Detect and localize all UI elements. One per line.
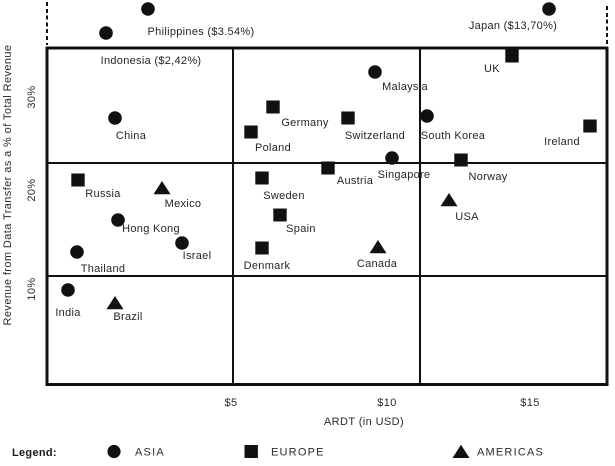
point-russia <box>71 173 85 187</box>
legend-europe-square-icon <box>244 445 258 458</box>
point-spain <box>273 208 287 222</box>
point-label-canada: Canada <box>357 258 398 270</box>
point-label-ireland: Ireland <box>544 136 580 148</box>
point-label-denmark: Denmark <box>244 260 291 272</box>
legend-item-europe: EUROPE <box>271 447 325 459</box>
y-tick-10-: 10% <box>26 277 38 300</box>
legend-item-asia: ASIA <box>135 447 165 459</box>
point-south-korea <box>420 109 434 123</box>
point-india <box>61 283 75 297</box>
y-tick-20-: 20% <box>26 178 38 201</box>
point-uk <box>505 49 519 63</box>
point-label-usa: USA <box>455 211 479 223</box>
point-label-israel: Israel <box>183 250 212 262</box>
point-hong-kong <box>111 213 125 227</box>
point-label-germany: Germany <box>281 117 329 129</box>
data-points: Philippines ($3.54%) Indonesia ($2,42%) Ja… <box>55 2 597 323</box>
point-malaysia <box>368 65 382 79</box>
point-poland <box>244 125 258 139</box>
point-brazil <box>106 296 124 310</box>
legend: Legend: ASIA EUROPE AMERICAS <box>12 444 544 459</box>
point-label-malaysia: Malaysia <box>382 81 428 93</box>
point-thailand <box>70 245 84 259</box>
legend-title: Legend: <box>12 447 57 459</box>
point-label-switzerland: Switzerland <box>345 130 405 142</box>
point-label-philippines: Philippines ($3.54%) <box>148 26 255 38</box>
point-label-poland: Poland <box>255 142 291 154</box>
point-label-south-korea: South Korea <box>421 130 486 142</box>
y-axis-title: Revenue from Data Transfer as a % of Tot… <box>2 45 14 326</box>
point-sweden <box>255 171 269 185</box>
x-axis-title: ARDT (in USD) <box>324 416 404 428</box>
point-singapore <box>385 151 399 165</box>
point-japan <box>542 2 556 16</box>
point-label-sweden: Sweden <box>263 190 305 202</box>
point-label-spain: Spain <box>286 223 316 235</box>
point-usa <box>440 193 458 207</box>
point-label-thailand: Thailand <box>81 263 126 275</box>
point-indonesia <box>99 26 113 40</box>
point-label-china: China <box>116 130 147 142</box>
point-canada <box>369 240 387 254</box>
point-ireland <box>583 119 597 133</box>
point-label-uk: UK <box>484 63 500 75</box>
point-austria <box>321 161 335 175</box>
point-label-mexico: Mexico <box>165 198 202 210</box>
legend-asia-circle-icon <box>107 444 121 459</box>
legend-item-americas: AMERICAS <box>477 447 544 459</box>
point-label-russia: Russia <box>85 188 121 200</box>
x-tick--15: $15 <box>520 397 540 409</box>
point-germany <box>266 100 280 114</box>
point-label-japan: Japan ($13,70%) <box>469 20 557 32</box>
legend-americas-triangle-icon <box>452 444 470 458</box>
point-label-austria: Austria <box>337 175 374 187</box>
point-israel <box>175 236 189 250</box>
point-label-norway: Norway <box>468 171 507 183</box>
point-label-indonesia: Indonesia ($2,42%) <box>101 55 202 67</box>
tick-labels: $5 $10 $15 30% 20% 10% <box>26 85 540 409</box>
x-tick--10: $10 <box>377 397 397 409</box>
point-denmark <box>255 241 269 255</box>
point-switzerland <box>341 111 355 125</box>
y-tick-30-: 30% <box>26 85 38 108</box>
point-label-brazil: Brazil <box>113 311 142 323</box>
point-china <box>108 111 122 125</box>
point-label-singapore: Singapore <box>378 169 431 181</box>
point-philippines <box>141 2 155 16</box>
point-label-india: India <box>55 307 81 319</box>
point-mexico <box>153 181 171 195</box>
point-label-hong-kong: Hong Kong <box>122 223 180 235</box>
x-tick--5: $5 <box>224 397 237 409</box>
point-norway <box>454 153 468 167</box>
